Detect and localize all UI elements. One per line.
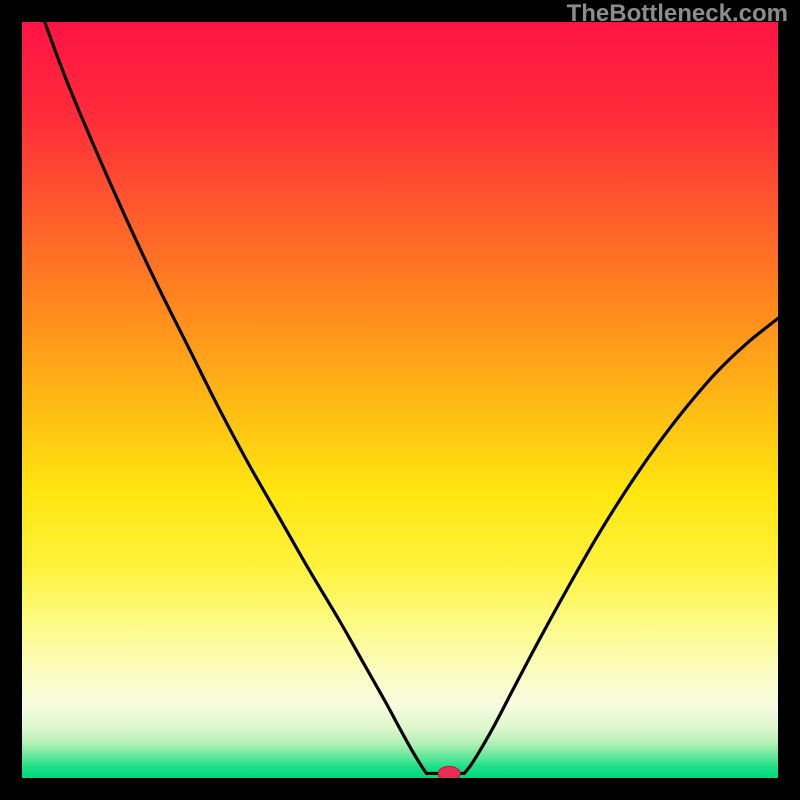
chart-frame: TheBottleneck.com [0,0,800,800]
gradient-background [22,22,778,778]
optimal-marker [438,766,460,778]
watermark-text: TheBottleneck.com [567,0,788,28]
bottleneck-chart [22,22,778,778]
plot-area [22,22,778,778]
